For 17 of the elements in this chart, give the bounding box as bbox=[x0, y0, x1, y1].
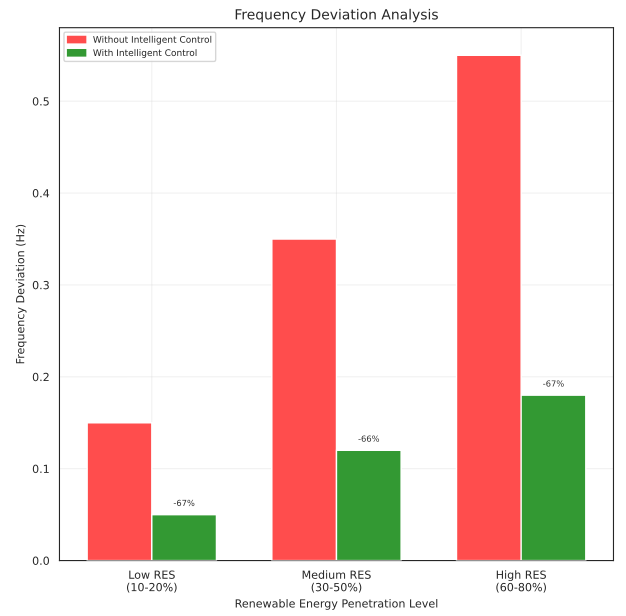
annotation: -67% bbox=[543, 380, 564, 387]
y-tick-label: 0.1 bbox=[32, 464, 49, 474]
y-tick-label: 0.0 bbox=[32, 556, 50, 565]
legend-label: With Intelligent Control bbox=[93, 49, 196, 58]
y-tick-label: 0.3 bbox=[32, 280, 49, 290]
y-tick-label: 0.2 bbox=[32, 372, 49, 382]
y-axis-title: Frequency Deviation (Hz) bbox=[16, 224, 27, 364]
annotation: -66% bbox=[358, 435, 380, 442]
x-tick-label: Medium RES (30-50%) bbox=[302, 570, 371, 593]
chart-title: Frequency Deviation Analysis bbox=[236, 8, 438, 22]
y-tick-label: 0.5 bbox=[32, 97, 49, 106]
x-tick-label: Low RES (10-20%) bbox=[127, 570, 177, 593]
annotation: -67% bbox=[174, 500, 194, 506]
y-tick-label: 0.4 bbox=[32, 189, 50, 198]
legend-label: Without Intelligent Control bbox=[93, 36, 212, 45]
x-tick-label: High RES (60-80%) bbox=[496, 570, 546, 593]
x-axis-title: Renewable Energy Penetration Level bbox=[236, 599, 438, 610]
